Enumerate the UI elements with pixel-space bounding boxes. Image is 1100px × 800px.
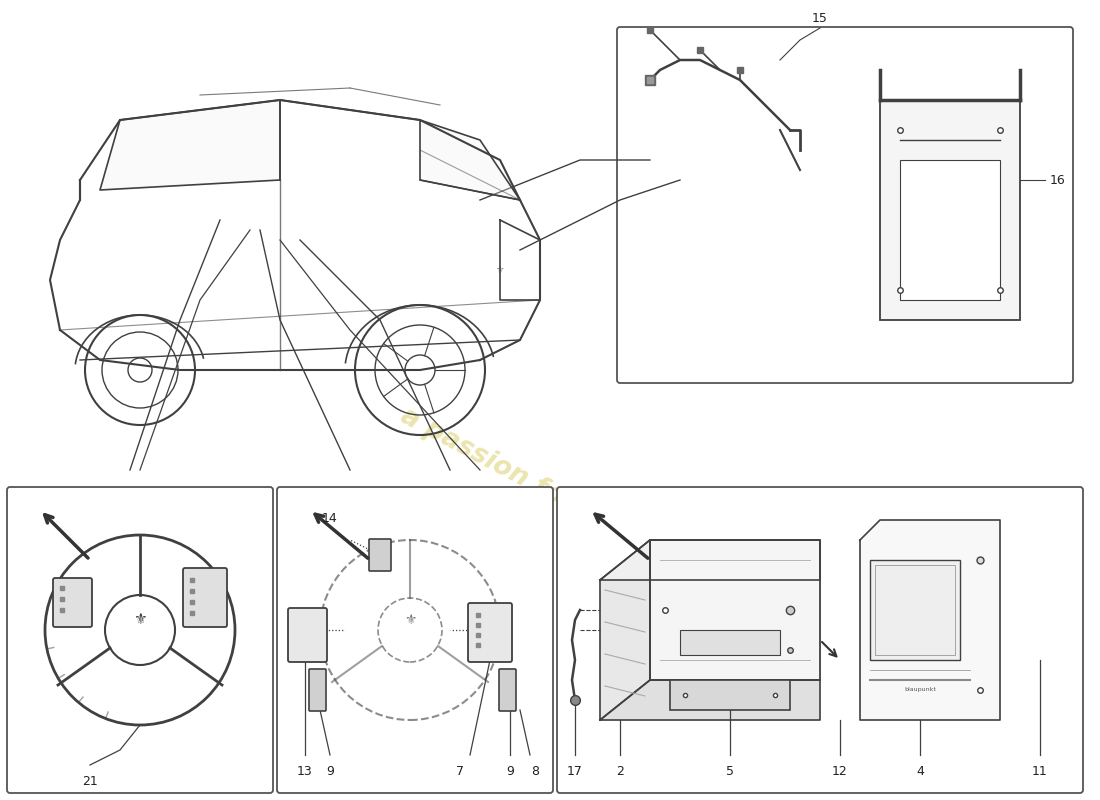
Bar — [680, 630, 780, 655]
FancyBboxPatch shape — [309, 669, 326, 711]
Text: 11: 11 — [1032, 765, 1048, 778]
FancyBboxPatch shape — [499, 669, 516, 711]
FancyBboxPatch shape — [617, 27, 1072, 383]
Polygon shape — [650, 540, 820, 680]
Text: 8: 8 — [531, 765, 539, 778]
Polygon shape — [600, 680, 820, 720]
Text: 12: 12 — [832, 765, 848, 778]
FancyBboxPatch shape — [277, 487, 553, 793]
Text: 17: 17 — [568, 765, 583, 778]
Text: 16: 16 — [1050, 174, 1066, 186]
Bar — [670, 680, 790, 710]
Text: 15: 15 — [812, 12, 828, 25]
Text: ⚜: ⚜ — [496, 265, 505, 275]
FancyBboxPatch shape — [53, 578, 92, 627]
Text: 2: 2 — [616, 765, 624, 778]
Polygon shape — [420, 120, 520, 200]
Text: 7: 7 — [456, 765, 464, 778]
FancyBboxPatch shape — [468, 603, 512, 662]
FancyBboxPatch shape — [557, 487, 1084, 793]
Bar — [874, 565, 955, 655]
FancyBboxPatch shape — [183, 568, 227, 627]
Text: a passion for parts since 1965: a passion for parts since 1965 — [396, 403, 804, 637]
Bar — [870, 560, 960, 660]
Polygon shape — [860, 520, 1000, 720]
Polygon shape — [100, 100, 280, 190]
Polygon shape — [600, 540, 650, 720]
Text: 14: 14 — [322, 512, 338, 525]
Bar — [880, 100, 1020, 320]
Polygon shape — [600, 540, 820, 580]
Bar — [900, 160, 1000, 300]
Text: ⚜: ⚜ — [404, 613, 416, 627]
Text: 4: 4 — [916, 765, 924, 778]
FancyBboxPatch shape — [368, 539, 390, 571]
Text: ⚜: ⚜ — [133, 613, 146, 627]
Text: blaupunkt: blaupunkt — [904, 687, 936, 693]
Text: 9: 9 — [506, 765, 514, 778]
FancyBboxPatch shape — [288, 608, 327, 662]
Text: 5: 5 — [726, 765, 734, 778]
Text: 9: 9 — [326, 765, 334, 778]
Text: 13: 13 — [297, 765, 312, 778]
FancyBboxPatch shape — [7, 487, 273, 793]
Text: 21: 21 — [82, 775, 98, 788]
